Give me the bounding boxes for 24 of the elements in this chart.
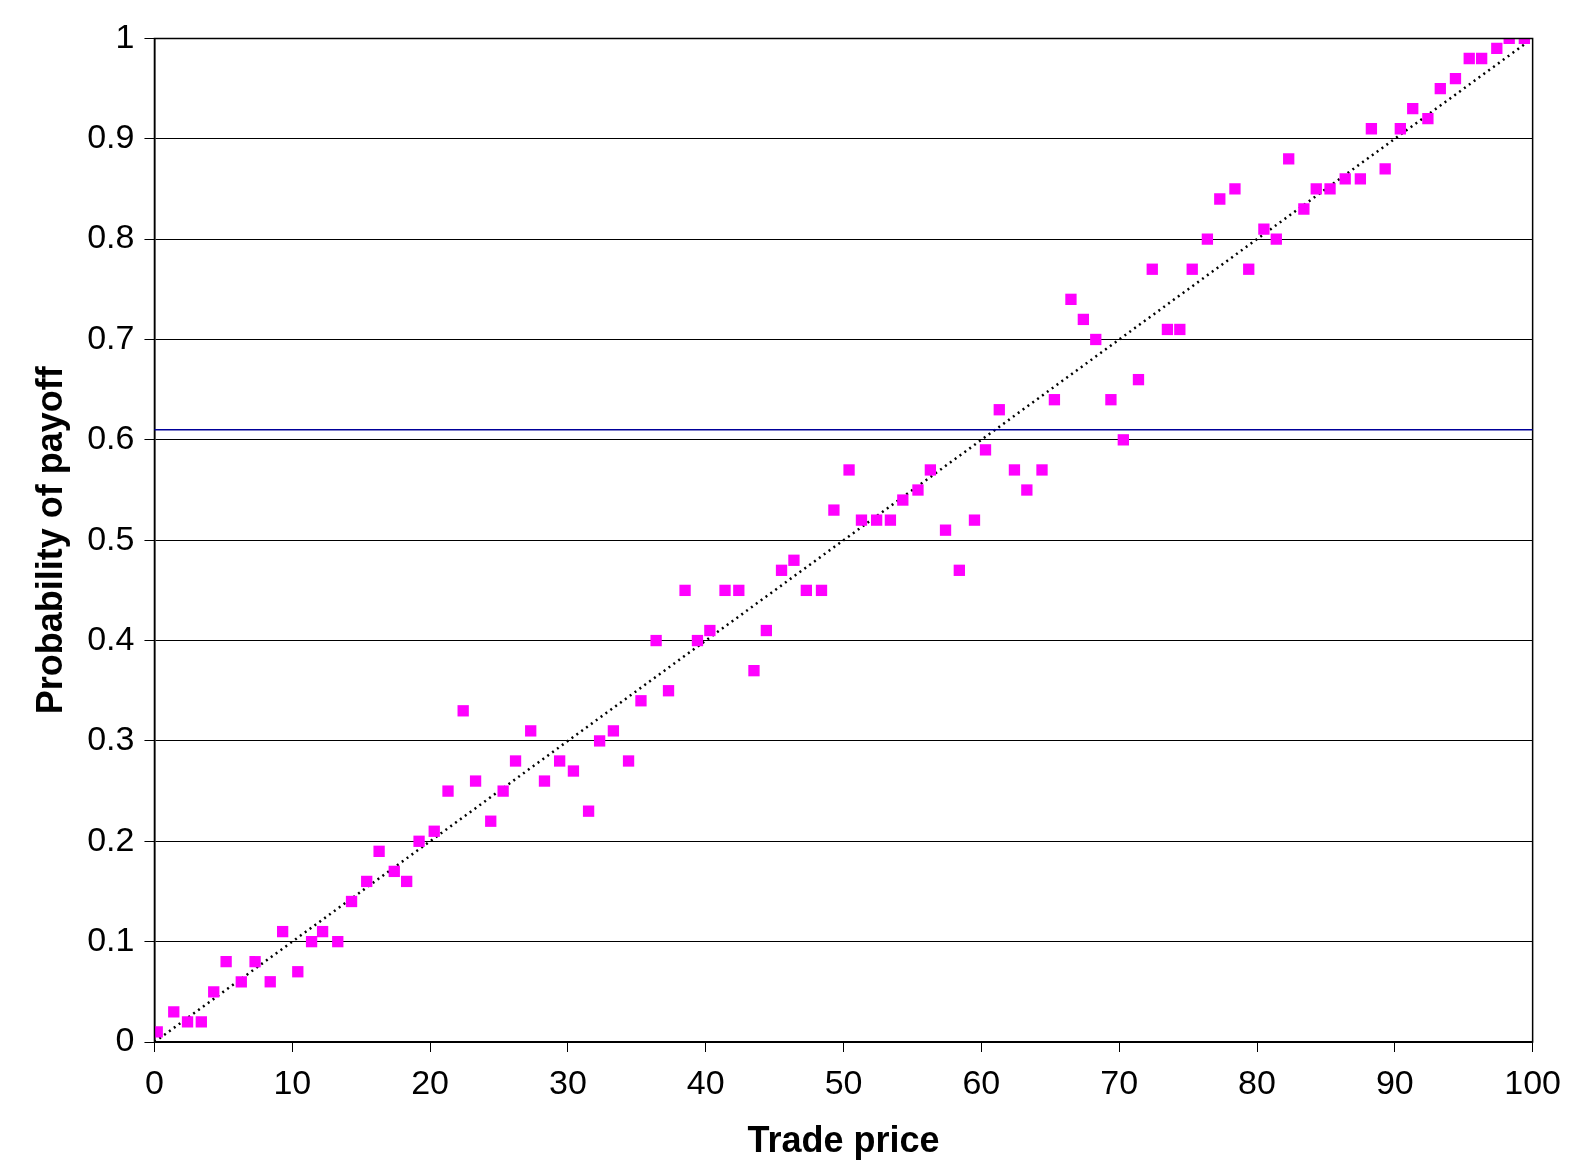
x-axis-title: Trade price: [747, 1119, 940, 1161]
x-tick-label: 70: [1100, 1062, 1139, 1101]
x-tick-label: 90: [1375, 1062, 1414, 1101]
x-tick-label: 0: [145, 1062, 164, 1101]
x-tick-label: 20: [411, 1062, 450, 1101]
y-tick-label: 0.3: [87, 719, 135, 758]
x-tick-label: 30: [549, 1062, 587, 1101]
y-tick-label: 0.6: [87, 418, 135, 457]
x-tick-label: 10: [273, 1062, 312, 1101]
y-tick-label: 0: [115, 1020, 135, 1059]
x-tick-label: 60: [962, 1062, 1001, 1101]
y-tick-label: 0.1: [87, 920, 135, 959]
y-axis-title: Probability of payoff: [28, 365, 70, 715]
x-tick-label: 50: [824, 1062, 863, 1101]
y-tick-label: 0.5: [87, 518, 135, 557]
y-tick-label: 0.4: [87, 618, 135, 657]
x-tick-label: 100: [1504, 1062, 1561, 1101]
x-tick-label: 40: [686, 1062, 725, 1101]
y-tick-label: 0.9: [87, 117, 135, 156]
x-tick-label: 80: [1238, 1062, 1276, 1101]
y-tick-label: 0.8: [87, 217, 135, 256]
y-tick-label: 0.2: [87, 819, 135, 858]
y-tick-label: 0.7: [87, 317, 135, 356]
y-tick-label: 1: [115, 16, 135, 55]
